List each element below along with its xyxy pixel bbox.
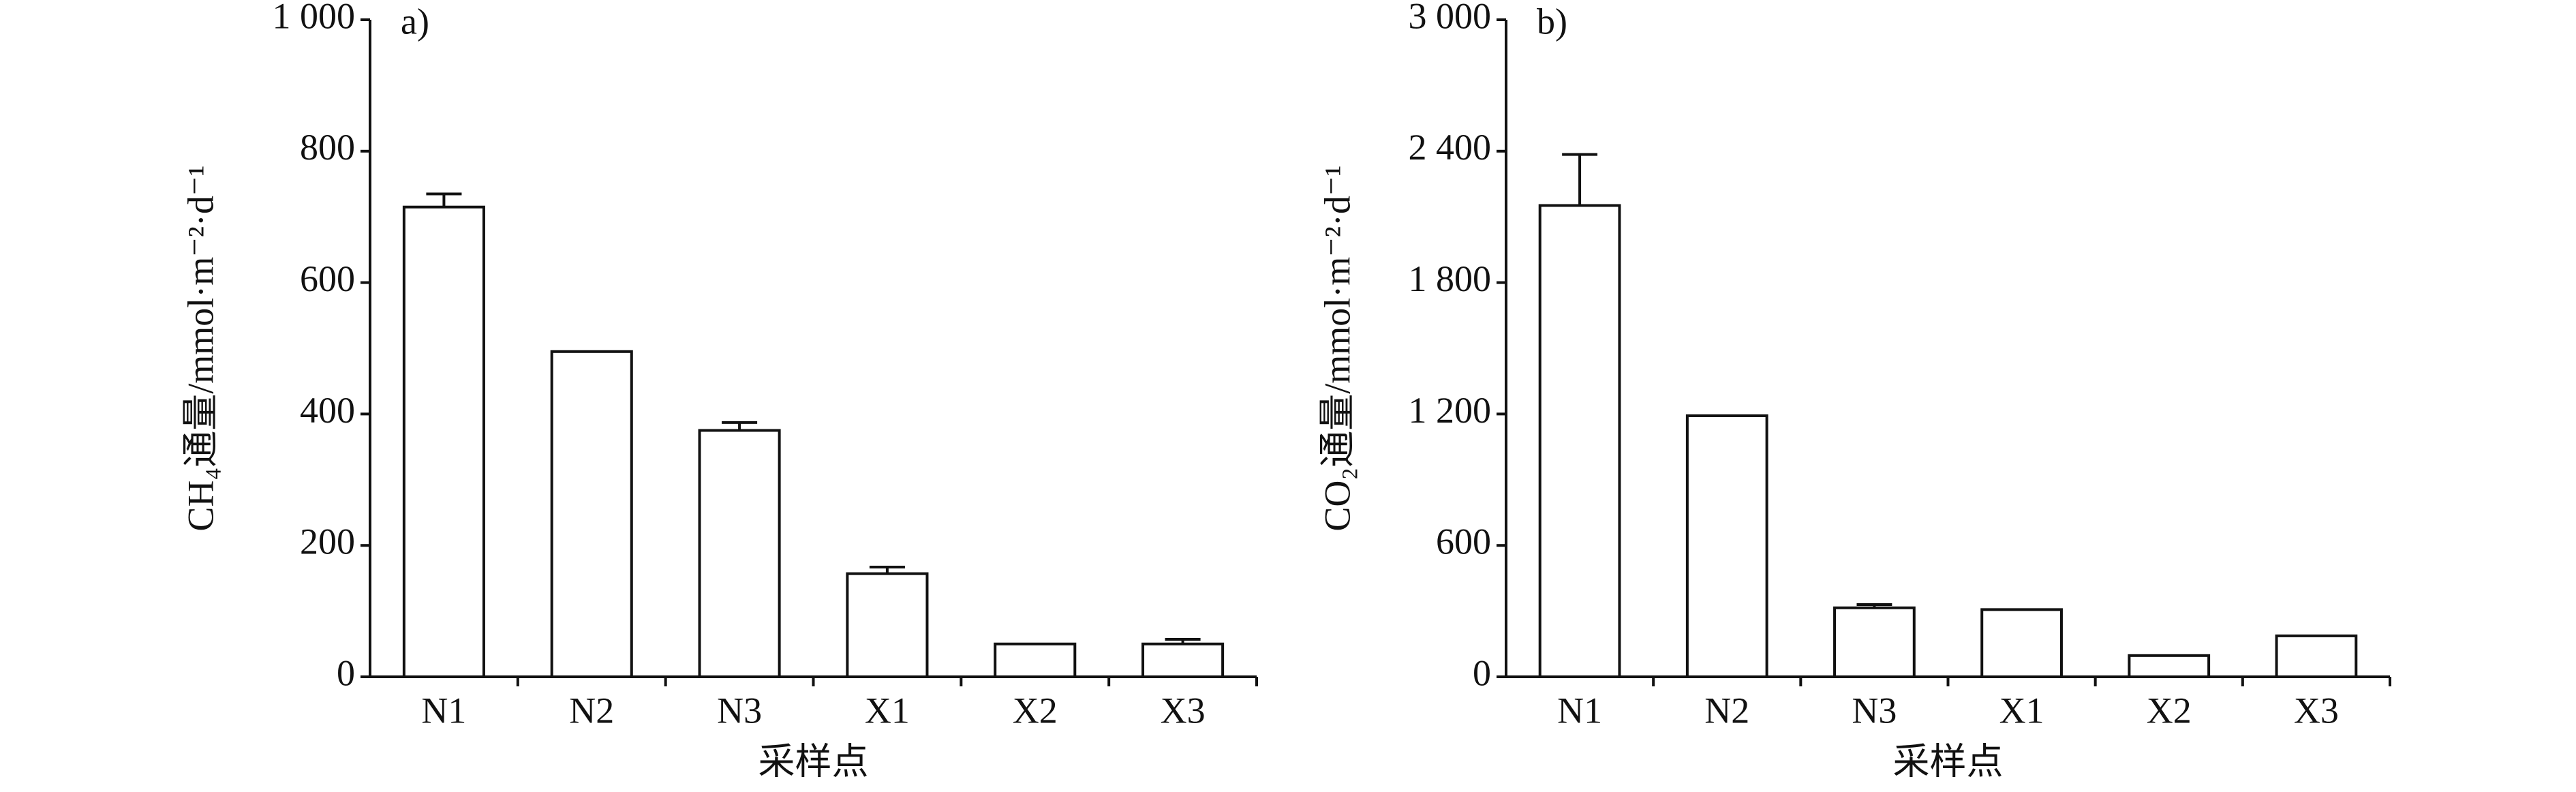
y-tick-label: 400 xyxy=(300,390,355,431)
bar xyxy=(2128,654,2211,679)
bar xyxy=(1833,606,1916,679)
y-tick-label: 200 xyxy=(300,521,355,562)
x-axis-label: 采样点 xyxy=(758,741,869,782)
bar xyxy=(994,642,1077,678)
x-tick-label: X3 xyxy=(2294,690,2339,731)
x-tick-label: N3 xyxy=(1852,690,1897,731)
x-tick-label: X1 xyxy=(1999,690,2044,731)
bar xyxy=(1980,608,2063,678)
x-tick-label: X1 xyxy=(865,690,910,731)
bar xyxy=(1685,414,1768,678)
x-tick-label: N2 xyxy=(1704,690,1749,731)
error-bar xyxy=(1562,153,1598,206)
x-tick-label: N2 xyxy=(569,690,614,731)
y-tick-label: 2 400 xyxy=(1409,127,1492,168)
y-tick-label: 1 800 xyxy=(1409,258,1492,299)
x-tick-label: N3 xyxy=(717,690,762,731)
error-bar xyxy=(722,421,758,431)
bar xyxy=(550,350,633,678)
y-tick-label: 1 000 xyxy=(273,0,356,36)
error-bar xyxy=(426,192,462,207)
error-bar xyxy=(869,566,905,574)
bar xyxy=(1538,204,1621,678)
x-tick-label: X2 xyxy=(2147,690,2192,731)
y-tick-label: 1 200 xyxy=(1409,390,1492,431)
y-tick-label: 800 xyxy=(300,127,355,168)
x-tick-label: X3 xyxy=(1161,690,1206,731)
error-bar xyxy=(1856,603,1892,608)
y-tick-label: 600 xyxy=(1436,521,1491,562)
y-tick-label: 0 xyxy=(1473,652,1491,693)
bar xyxy=(402,205,485,678)
x-tick-label: N1 xyxy=(421,690,466,731)
y-tick-label: 3 000 xyxy=(1409,0,1492,36)
panel-label: a) xyxy=(401,1,429,42)
bar xyxy=(2275,634,2358,678)
bar xyxy=(698,429,781,678)
y-tick-label: 600 xyxy=(300,258,355,299)
y-axis-label: CH₄通量/mmol·m⁻²·d⁻¹ xyxy=(180,165,221,531)
bar xyxy=(1141,642,1225,678)
error-bar xyxy=(1165,638,1201,644)
y-tick-label: 0 xyxy=(337,652,355,693)
y-axis-label: CO₂通量/mmol·m⁻²·d⁻¹ xyxy=(1317,165,1358,531)
x-axis-label: 采样点 xyxy=(1893,741,2004,782)
x-tick-label: N1 xyxy=(1557,690,1602,731)
bar xyxy=(846,572,929,678)
panel-label: b) xyxy=(1537,1,1567,42)
x-tick-label: X2 xyxy=(1013,690,1058,731)
